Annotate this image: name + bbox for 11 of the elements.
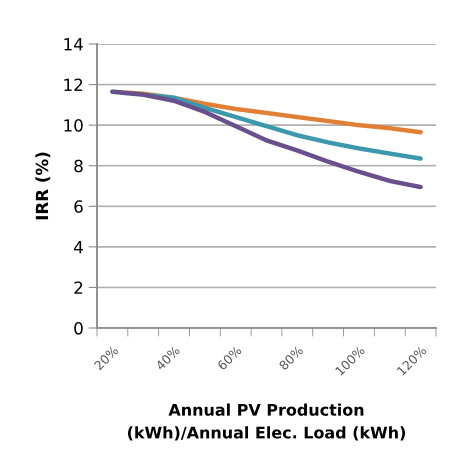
y-tick-label: 8: [74, 160, 83, 172]
x-axis-title: Annual PV Production (kWh)/Annual Elec. Load (kWh): [128, 403, 406, 440]
y-axis-title: IRR (%): [35, 152, 50, 220]
y-tick-label: 0: [74, 322, 83, 335]
y-tick-label: 12: [64, 78, 82, 91]
y-tick-label: 4: [74, 241, 83, 254]
y-tick-label: 2: [74, 281, 82, 294]
y-tick-label: 10: [64, 119, 83, 132]
line-series: [110, 89, 423, 190]
y-tick-label: 6: [74, 200, 83, 213]
y-tick-label: 14: [64, 38, 83, 50]
